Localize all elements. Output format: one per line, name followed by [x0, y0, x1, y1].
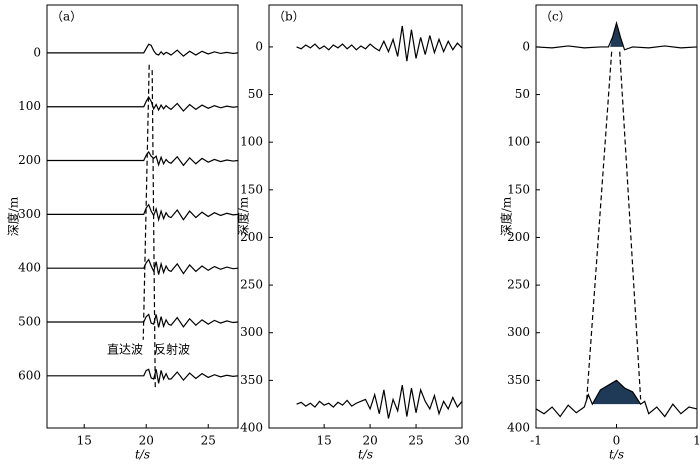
x-tick-label: 25 — [408, 434, 423, 448]
x-axis-label: t/s — [135, 448, 150, 462]
y-tick-label: 200 — [240, 230, 263, 244]
plot-frame — [535, 4, 698, 429]
y-tick-label: 0 — [522, 39, 530, 53]
y-tick-label: 500 — [18, 314, 41, 328]
y-tick-label: 50 — [248, 87, 263, 101]
y-tick-label: 300 — [18, 207, 41, 221]
y-tick-label: 150 — [240, 182, 263, 196]
y-tick-label: 200 — [18, 153, 41, 167]
x-tick-label: 15 — [77, 434, 92, 448]
waveform — [47, 368, 239, 384]
x-tick-label: 20 — [362, 434, 377, 448]
dashed-guide — [619, 51, 642, 400]
annotation: 直达波 — [107, 343, 143, 357]
dashed-guide — [151, 70, 156, 390]
x-axis-label: t/s — [358, 448, 373, 462]
x-tick-label: 0 — [613, 434, 621, 448]
waveform — [296, 385, 463, 419]
x-axis-label: t/s — [609, 448, 624, 462]
y-tick-label: 100 — [507, 135, 530, 149]
waveform — [296, 25, 463, 62]
x-tick-label: 30 — [454, 434, 469, 448]
y-tick-label: 300 — [507, 325, 530, 339]
y-tick-label: 250 — [507, 278, 530, 292]
waveform — [47, 43, 239, 57]
y-tick-label: 100 — [240, 135, 263, 149]
dashed-guide — [586, 51, 613, 400]
panel-label: （a） — [51, 10, 82, 24]
y-tick-label: 600 — [18, 368, 41, 382]
waveform — [47, 258, 239, 275]
waveform — [47, 150, 239, 167]
y-tick-label: 300 — [240, 325, 263, 339]
x-tick-label: 20 — [139, 434, 154, 448]
y-tick-label: 350 — [240, 373, 263, 387]
annotation: 反射波 — [154, 342, 190, 357]
waveform — [47, 95, 239, 112]
panel-label: （b） — [273, 10, 305, 24]
x-tick-label: 25 — [201, 434, 216, 448]
y-tick-label: 200 — [507, 230, 530, 244]
y-tick-label: 400 — [18, 261, 41, 275]
plot-frame — [268, 4, 463, 429]
dashed-guide — [142, 64, 150, 340]
y-tick-label: 50 — [515, 87, 530, 101]
y-tick-label: 0 — [33, 45, 41, 59]
panel-label: （c） — [540, 10, 571, 24]
filled-wavelet — [610, 23, 623, 47]
x-tick-label: 1 — [693, 434, 700, 448]
y-tick-label: 250 — [240, 278, 263, 292]
waveform — [535, 379, 698, 418]
x-tick-label: -1 — [530, 434, 542, 448]
y-tick-label: 400 — [240, 421, 263, 435]
y-axis-label: 深度/m — [6, 196, 21, 236]
y-tick-label: 100 — [18, 99, 41, 113]
x-tick-label: 15 — [317, 434, 332, 448]
plot-frame — [46, 4, 239, 429]
y-tick-label: 150 — [507, 182, 530, 196]
y-axis-label: 深度/m — [236, 196, 251, 236]
y-tick-label: 0 — [255, 39, 263, 53]
y-axis-label: 深度/m — [499, 196, 514, 236]
y-tick-label: 400 — [507, 421, 530, 435]
waveform — [47, 203, 239, 223]
filled-wavelet — [588, 380, 641, 405]
waveform — [535, 20, 698, 51]
y-tick-label: 350 — [507, 373, 530, 387]
waveform — [47, 313, 239, 329]
